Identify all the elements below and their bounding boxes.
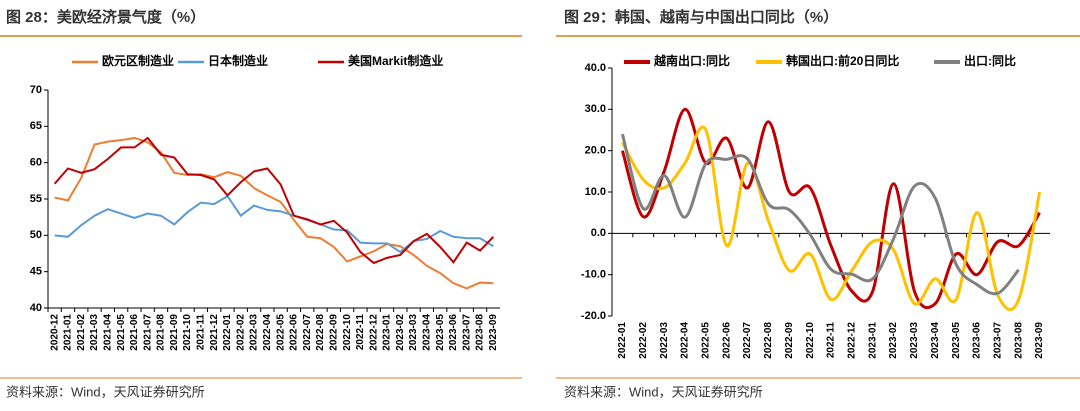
series-line <box>54 194 494 254</box>
x-tick-label: 2023-01 <box>867 322 878 359</box>
x-tick-label: 2023-02 <box>888 322 899 359</box>
x-tick-label: 2023-03 <box>408 314 419 351</box>
x-tick-label: 2021-05 <box>116 314 127 351</box>
x-tick-label: 2022-01 <box>617 322 628 359</box>
x-tick-label: 2022-03 <box>249 314 260 351</box>
x-tick-label: 2023-08 <box>1013 322 1024 359</box>
x-tick-label: 2021-08 <box>156 314 167 351</box>
x-tick-label: 2022-10 <box>805 322 816 359</box>
y-tick-label: 70 <box>30 84 42 96</box>
x-tick-label: 2022-12 <box>368 314 379 351</box>
x-tick-label: 2023-05 <box>951 322 962 359</box>
x-tick-label: 2023-06 <box>972 322 983 359</box>
y-tick-label: 65 <box>30 120 42 132</box>
x-tick-label: 2021-02 <box>76 314 87 351</box>
legend-label: 韩国出口:前20日同比 <box>786 53 899 68</box>
x-tick-label: 2022-05 <box>275 314 286 351</box>
source: 资料来源：Wind，天风证券研究所 <box>564 384 763 399</box>
legend-label: 欧元区制造业 <box>102 53 174 68</box>
chart-title: 图 29：韩国、越南与中国出口同比（%） <box>564 8 838 26</box>
x-tick-label: 2023-01 <box>382 314 393 351</box>
x-tick-label: 2021-07 <box>142 314 153 351</box>
series-line <box>620 133 1020 296</box>
x-tick-label: 2021-11 <box>196 314 207 351</box>
x-tick-label: 2023-07 <box>992 322 1003 359</box>
x-tick-label: 2021-01 <box>63 314 74 351</box>
x-tick-label: 2023-08 <box>475 314 486 351</box>
x-tick-label: 2022-04 <box>262 314 273 351</box>
series-line <box>54 136 494 290</box>
x-tick-label: 2022-05 <box>700 322 711 359</box>
y-tick-label: 50 <box>30 229 42 241</box>
x-tick-label: 2023-03 <box>909 322 920 359</box>
legend-label: 日本制造业 <box>208 53 268 68</box>
legend-label: 出口:同比 <box>964 53 1016 68</box>
x-tick-label: 2021-12 <box>209 314 220 351</box>
x-tick-label: 2022-08 <box>315 314 326 351</box>
y-tick-label: 0.0 <box>591 227 606 239</box>
y-tick-label: 20.0 <box>585 145 606 157</box>
x-tick-label: 2023-02 <box>395 314 406 351</box>
source: 资料来源：Wind，天风证券研究所 <box>6 384 205 399</box>
legend-label: 越南出口:同比 <box>653 53 730 68</box>
y-tick-label: -10.0 <box>581 269 606 281</box>
y-tick-label: -20.0 <box>581 310 606 322</box>
y-tick-label: 55 <box>30 193 42 205</box>
x-tick-label: 2021-06 <box>129 314 140 351</box>
x-tick-label: 2022-07 <box>302 314 313 351</box>
x-tick-label: 2022-11 <box>826 322 837 359</box>
series-line <box>53 136 495 265</box>
x-tick-label: 2023-09 <box>1034 322 1045 359</box>
x-tick-label: 2022-04 <box>680 322 691 359</box>
y-tick-label: 45 <box>30 266 42 278</box>
x-tick-label: 2020-12 <box>49 314 60 351</box>
x-tick-label: 2022-09 <box>328 314 339 351</box>
x-tick-label: 2022-10 <box>342 314 353 351</box>
x-tick-label: 2023-05 <box>435 314 446 351</box>
legend-label: 美国Markit制造业 <box>348 53 443 68</box>
chart-title: 图 28：美欧经济景气度（%） <box>6 8 205 26</box>
x-tick-label: 2022-12 <box>846 322 857 359</box>
x-tick-label: 2021-03 <box>89 314 100 351</box>
y-tick-label: 60 <box>30 157 42 169</box>
x-tick-label: 2023-04 <box>422 314 433 351</box>
x-tick-label: 2021-10 <box>182 314 193 351</box>
x-tick-label: 2022-01 <box>222 314 233 351</box>
y-tick-label: 10.0 <box>585 186 606 198</box>
x-tick-label: 2023-09 <box>488 314 499 351</box>
x-tick-label: 2022-02 <box>235 314 246 351</box>
x-tick-label: 2022-08 <box>763 322 774 359</box>
x-tick-label: 2023-06 <box>448 314 459 351</box>
x-tick-label: 2022-09 <box>784 322 795 359</box>
x-tick-label: 2023-07 <box>461 314 472 351</box>
x-tick-label: 2022-06 <box>289 314 300 351</box>
series-line <box>620 107 1041 310</box>
x-tick-label: 2022-07 <box>742 322 753 359</box>
x-tick-label: 2022-02 <box>638 322 649 359</box>
y-tick-label: 40.0 <box>585 62 606 74</box>
x-tick-label: 2023-04 <box>930 322 941 359</box>
series-line <box>621 125 1042 312</box>
x-tick-label: 2022-03 <box>659 322 670 359</box>
y-tick-label: 40 <box>30 302 42 314</box>
x-tick-label: 2022-11 <box>355 314 366 351</box>
x-tick-label: 2022-06 <box>721 322 732 359</box>
x-tick-label: 2021-04 <box>102 314 113 351</box>
x-tick-label: 2021-09 <box>169 314 180 351</box>
y-tick-label: 30.0 <box>585 103 606 115</box>
